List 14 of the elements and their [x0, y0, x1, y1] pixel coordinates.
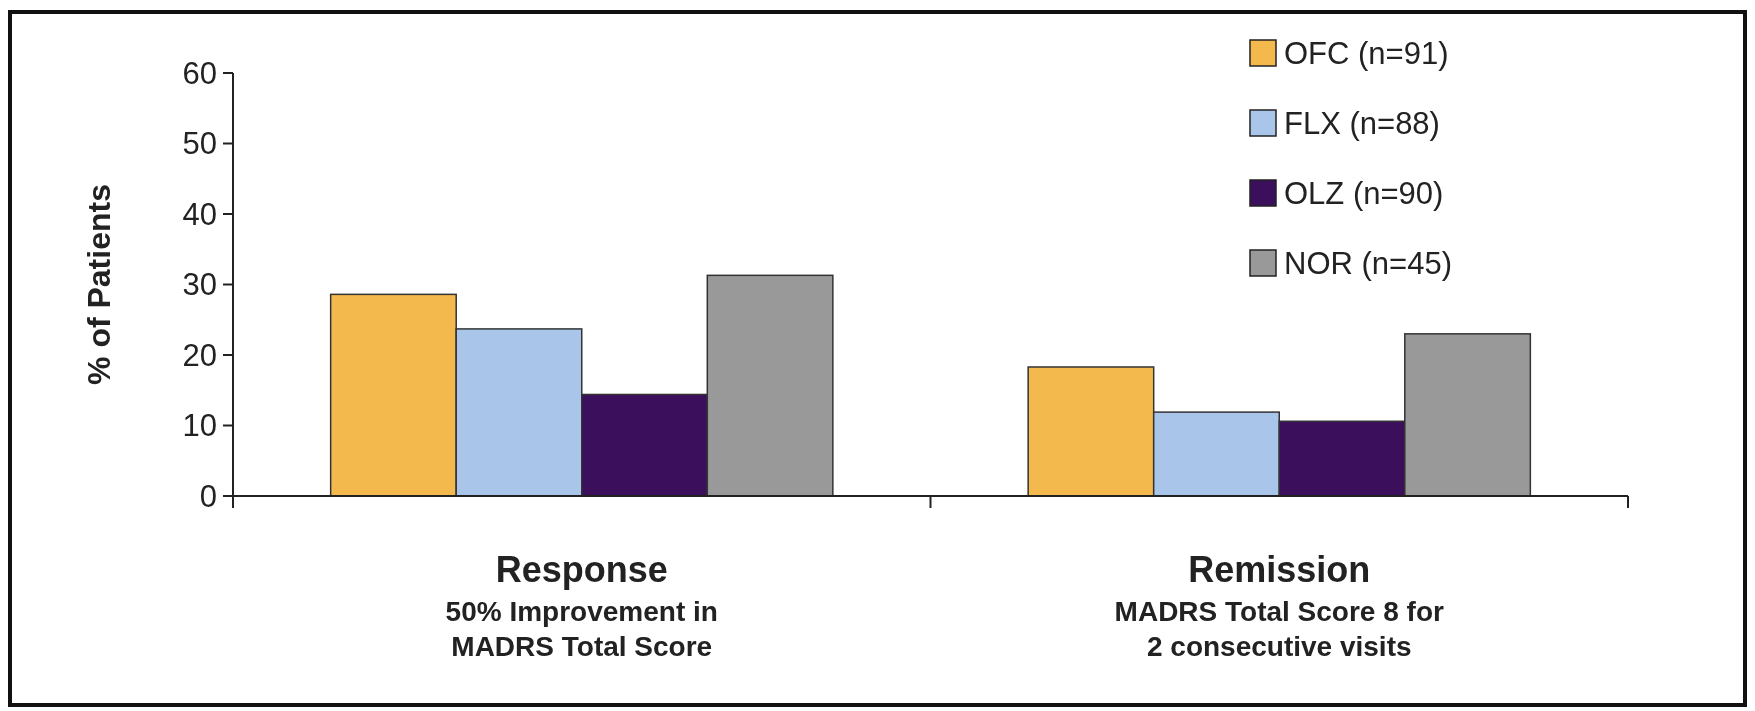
- y-tick-label: 50: [182, 126, 217, 162]
- y-tick-label: 60: [182, 55, 217, 91]
- x-tick-label: Remission MADRS Total Score 8 for 2 consecutive visits: [1114, 549, 1444, 662]
- y-tick-label: 0: [199, 478, 217, 514]
- y-tick-label: 10: [182, 408, 217, 444]
- y-tick-label: 20: [182, 337, 217, 373]
- legend-label: FLX (n=88): [1284, 105, 1440, 141]
- y-axis-title: % of Patients: [81, 184, 117, 385]
- legend-label: OLZ (n=90): [1284, 175, 1444, 211]
- y-tick-label: 40: [182, 196, 217, 232]
- legend-label: NOR (n=45): [1284, 245, 1452, 281]
- legend-label: OFC (n=91): [1284, 35, 1449, 71]
- y-tick-label: 30: [182, 267, 217, 303]
- x-tick-label: Response 50% Improvement in MADRS Total Score: [445, 549, 718, 662]
